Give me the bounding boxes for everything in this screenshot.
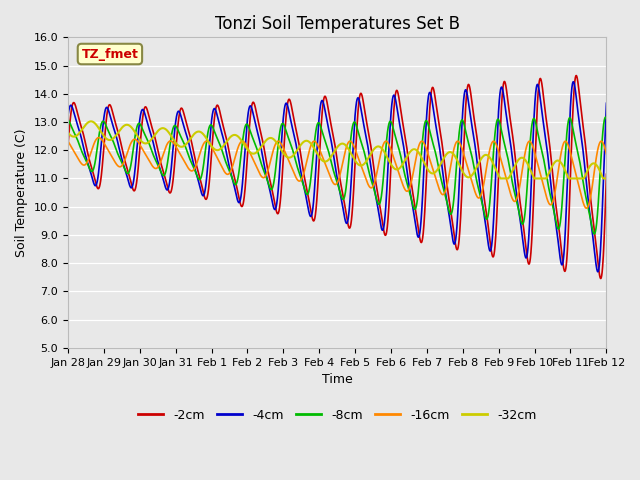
-4cm	[565, 141, 573, 147]
-2cm	[322, 94, 330, 100]
-32cm	[64, 130, 72, 135]
-2cm	[565, 219, 573, 225]
-4cm	[322, 111, 330, 117]
-4cm	[605, 76, 613, 82]
-16cm	[495, 151, 503, 157]
-16cm	[565, 144, 573, 150]
-8cm	[627, 236, 634, 242]
-4cm	[84, 161, 92, 167]
-16cm	[84, 157, 92, 163]
-8cm	[495, 119, 503, 124]
-2cm	[241, 193, 248, 199]
-16cm	[95, 135, 102, 141]
-32cm	[84, 120, 92, 125]
-2cm	[64, 142, 72, 147]
-8cm	[64, 117, 72, 122]
-32cm	[213, 147, 221, 153]
-32cm	[241, 142, 248, 148]
-16cm	[64, 138, 72, 144]
Line: -8cm: -8cm	[68, 116, 640, 239]
-16cm	[618, 209, 626, 215]
Title: Tonzi Soil Temperatures Set B: Tonzi Soil Temperatures Set B	[214, 15, 460, 33]
Line: -16cm: -16cm	[68, 138, 640, 212]
-8cm	[322, 139, 330, 145]
-8cm	[84, 162, 92, 168]
-4cm	[639, 100, 640, 106]
Line: -2cm: -2cm	[68, 72, 640, 286]
-8cm	[565, 117, 573, 122]
-32cm	[87, 119, 95, 124]
-4cm	[630, 276, 637, 282]
-2cm	[84, 153, 92, 158]
-2cm	[639, 176, 640, 181]
-32cm	[322, 158, 330, 164]
Line: -4cm: -4cm	[68, 79, 640, 279]
-8cm	[213, 134, 221, 140]
-32cm	[639, 176, 640, 181]
-2cm	[608, 70, 616, 75]
X-axis label: Time: Time	[322, 373, 353, 386]
-2cm	[495, 152, 503, 158]
-4cm	[241, 156, 248, 161]
-32cm	[565, 176, 573, 181]
-16cm	[639, 151, 640, 157]
-4cm	[64, 112, 72, 118]
Legend: -2cm, -4cm, -8cm, -16cm, -32cm: -2cm, -4cm, -8cm, -16cm, -32cm	[133, 404, 541, 427]
-2cm	[633, 283, 640, 288]
-4cm	[495, 98, 503, 104]
Y-axis label: Soil Temperature (C): Soil Temperature (C)	[15, 128, 28, 257]
Line: -32cm: -32cm	[68, 121, 640, 179]
-32cm	[497, 176, 504, 181]
-16cm	[322, 162, 330, 168]
-2cm	[213, 103, 221, 108]
-4cm	[213, 111, 221, 117]
-8cm	[241, 127, 248, 132]
-16cm	[241, 140, 248, 145]
-8cm	[637, 113, 640, 119]
-8cm	[639, 114, 640, 120]
Text: TZ_fmet: TZ_fmet	[81, 48, 138, 60]
-32cm	[495, 174, 503, 180]
-16cm	[213, 154, 221, 160]
